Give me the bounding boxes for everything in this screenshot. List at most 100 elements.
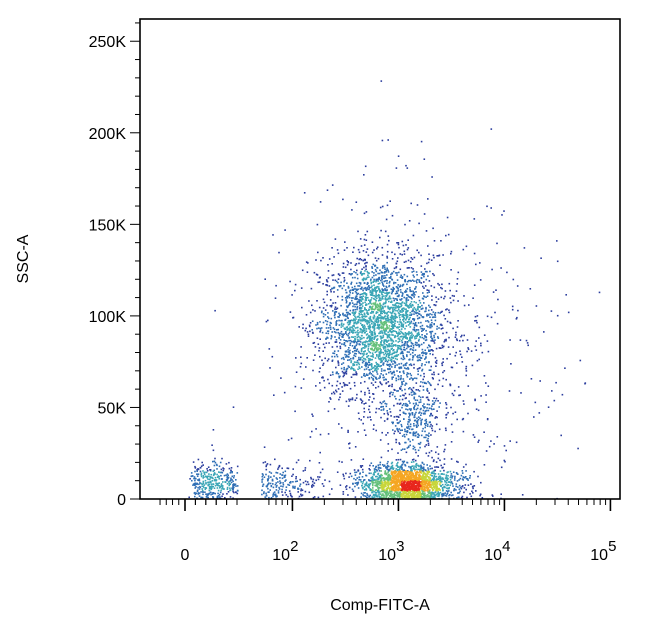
data-point xyxy=(401,488,403,491)
data-point xyxy=(444,290,447,292)
data-point xyxy=(379,305,382,308)
data-point xyxy=(300,493,302,496)
data-point xyxy=(373,328,376,331)
data-point xyxy=(372,465,374,467)
data-point xyxy=(380,336,382,339)
data-point xyxy=(267,319,269,322)
data-point xyxy=(456,339,458,342)
data-point xyxy=(329,289,332,291)
data-point xyxy=(446,478,449,481)
data-point xyxy=(283,475,286,477)
data-point xyxy=(340,357,343,360)
data-point xyxy=(411,486,414,489)
data-point xyxy=(392,494,394,496)
data-point xyxy=(386,255,388,258)
data-point xyxy=(348,347,350,349)
data-point xyxy=(443,473,445,476)
data-point xyxy=(368,399,370,401)
data-point xyxy=(383,400,386,402)
data-point xyxy=(345,472,347,475)
data-point xyxy=(202,474,205,477)
data-point xyxy=(391,307,394,309)
data-point xyxy=(433,403,435,405)
data-point xyxy=(424,483,426,485)
data-point xyxy=(291,496,293,498)
data-point xyxy=(370,333,372,335)
data-point xyxy=(350,268,352,271)
data-point xyxy=(441,310,443,313)
data-point xyxy=(424,496,426,499)
data-point xyxy=(331,346,334,348)
data-point xyxy=(370,382,373,384)
data-point xyxy=(410,477,412,480)
data-point xyxy=(368,364,370,366)
data-point xyxy=(391,493,393,495)
data-point xyxy=(410,377,413,379)
data-point xyxy=(205,495,208,498)
data-point xyxy=(395,491,397,493)
data-point xyxy=(367,327,370,330)
data-point xyxy=(421,273,424,275)
data-point xyxy=(417,433,419,435)
data-point xyxy=(398,484,400,486)
data-point xyxy=(409,338,412,340)
data-point xyxy=(407,497,409,499)
data-point xyxy=(445,340,447,342)
data-point xyxy=(341,287,344,290)
data-point xyxy=(380,478,382,481)
data-point xyxy=(347,261,350,264)
data-point xyxy=(386,410,388,412)
data-point xyxy=(397,495,399,498)
data-point xyxy=(435,493,438,495)
data-point xyxy=(418,484,420,487)
data-point xyxy=(411,298,413,300)
data-point xyxy=(420,434,423,437)
data-point xyxy=(357,487,360,489)
data-point xyxy=(363,336,365,339)
data-point xyxy=(428,496,431,499)
data-point xyxy=(376,378,378,380)
data-point xyxy=(377,473,379,475)
data-point xyxy=(441,493,444,496)
data-point xyxy=(373,274,375,277)
data-point xyxy=(325,327,328,329)
data-point xyxy=(380,416,382,419)
data-point xyxy=(385,330,387,332)
data-point xyxy=(386,313,388,315)
data-point xyxy=(354,315,356,318)
data-point xyxy=(397,243,400,246)
data-point xyxy=(412,472,414,475)
data-point xyxy=(436,487,438,490)
data-point xyxy=(213,460,216,463)
data-point xyxy=(339,382,341,385)
data-point xyxy=(379,439,382,441)
data-point xyxy=(419,417,421,420)
data-point xyxy=(331,355,333,358)
data-point xyxy=(389,318,391,321)
data-point xyxy=(372,484,374,487)
data-point xyxy=(391,496,394,498)
data-point xyxy=(405,334,407,337)
data-point xyxy=(397,487,400,490)
data-point xyxy=(413,392,416,394)
data-point xyxy=(368,309,370,312)
data-point xyxy=(403,307,405,309)
data-point xyxy=(401,470,403,473)
data-point xyxy=(373,375,375,378)
data-point xyxy=(408,332,410,335)
data-point xyxy=(317,251,319,254)
data-point xyxy=(419,374,422,377)
data-point xyxy=(376,303,379,306)
data-point xyxy=(430,333,432,335)
data-point xyxy=(453,479,456,481)
data-point xyxy=(221,495,223,498)
data-point xyxy=(433,494,435,497)
data-point xyxy=(401,489,403,492)
data-point xyxy=(343,372,346,375)
data-point xyxy=(388,352,390,355)
data-point xyxy=(369,315,372,318)
data-point xyxy=(392,334,394,336)
data-point xyxy=(375,468,378,471)
data-point xyxy=(382,490,384,493)
data-point xyxy=(220,489,222,492)
